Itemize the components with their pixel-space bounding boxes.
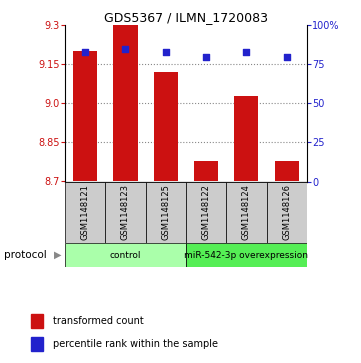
Point (82, 49, 88, 55)
Bar (73, 52, 97, 182)
Text: transformed count: transformed count (53, 316, 144, 326)
Text: GSM1148125: GSM1148125 (161, 184, 170, 240)
Bar (31, 314, 43, 329)
Bar (186, 182, 226, 243)
Point (243, 49, 249, 55)
Text: miR-542-3p overexpression: miR-542-3p overexpression (184, 250, 308, 260)
Bar (113, 25, 138, 182)
Bar (31, 337, 43, 351)
Bar (105, 182, 145, 243)
Bar (275, 161, 299, 182)
Text: GSM1148123: GSM1148123 (121, 184, 130, 240)
Bar (234, 95, 258, 182)
Bar (154, 72, 178, 182)
Text: GSM1148121: GSM1148121 (81, 184, 90, 240)
Bar (186, 243, 307, 267)
Bar (65, 243, 186, 267)
Point (284, 54, 290, 60)
Point (163, 49, 169, 55)
Text: GSM1148122: GSM1148122 (201, 184, 210, 240)
Point (122, 46, 128, 52)
Bar (65, 182, 105, 243)
Bar (226, 182, 266, 243)
Point (203, 54, 209, 60)
Text: protocol: protocol (4, 250, 46, 260)
Title: GDS5367 / ILMN_1720083: GDS5367 / ILMN_1720083 (104, 11, 268, 24)
Text: percentile rank within the sample: percentile rank within the sample (53, 339, 218, 349)
Text: control: control (110, 250, 141, 260)
Text: ▶: ▶ (54, 250, 61, 260)
Bar (194, 161, 218, 182)
Bar (145, 182, 186, 243)
Text: GSM1148126: GSM1148126 (282, 184, 291, 240)
Bar (266, 182, 307, 243)
Text: GSM1148124: GSM1148124 (242, 184, 251, 240)
